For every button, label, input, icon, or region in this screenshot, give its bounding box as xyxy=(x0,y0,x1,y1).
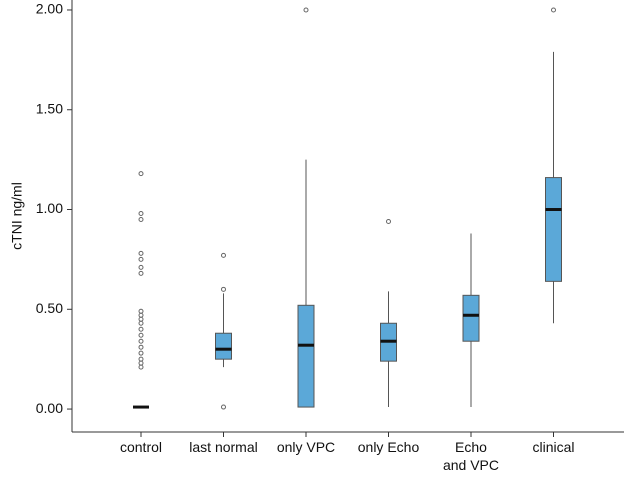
y-tick-label: 0.50 xyxy=(36,300,63,316)
outlier xyxy=(138,316,144,322)
outlier xyxy=(138,171,144,177)
y-axis-label: cTNI ng/ml xyxy=(9,182,25,250)
x-tick-label: control xyxy=(119,439,163,455)
outlier xyxy=(221,252,226,258)
x-tick-label: last normal xyxy=(189,439,258,455)
outlier xyxy=(138,211,144,217)
box xyxy=(297,304,315,408)
outlier xyxy=(138,270,144,276)
y-tick-label: 0.00 xyxy=(36,400,63,416)
y-tick-label: 1.00 xyxy=(36,200,63,216)
outlier xyxy=(138,338,144,344)
outlier xyxy=(138,250,144,256)
box xyxy=(462,294,480,342)
outlier xyxy=(138,256,144,262)
x-tick-label: Echo and VPC xyxy=(442,439,500,473)
outlier xyxy=(386,218,391,224)
y-tick-label: 2.00 xyxy=(36,1,63,17)
outlier xyxy=(138,320,144,326)
outlier xyxy=(138,360,144,366)
outlier xyxy=(221,286,226,292)
outlier xyxy=(138,308,144,314)
outlier xyxy=(138,356,144,362)
outlier xyxy=(303,7,309,13)
y-tick-label: 1.50 xyxy=(36,100,63,116)
outlier xyxy=(138,364,144,370)
x-tick-label: only VPC xyxy=(276,439,336,455)
outlier xyxy=(138,332,144,338)
box xyxy=(545,177,562,282)
outlier xyxy=(138,350,144,356)
outlier xyxy=(138,312,144,318)
outlier xyxy=(221,404,226,410)
box xyxy=(215,332,232,360)
outlier xyxy=(551,7,556,13)
x-tick-label: only Echo xyxy=(357,439,420,455)
outlier xyxy=(138,216,144,222)
outlier xyxy=(138,326,144,332)
outlier xyxy=(138,264,144,270)
outlier xyxy=(138,344,144,350)
x-tick-label: clinical xyxy=(532,439,575,455)
